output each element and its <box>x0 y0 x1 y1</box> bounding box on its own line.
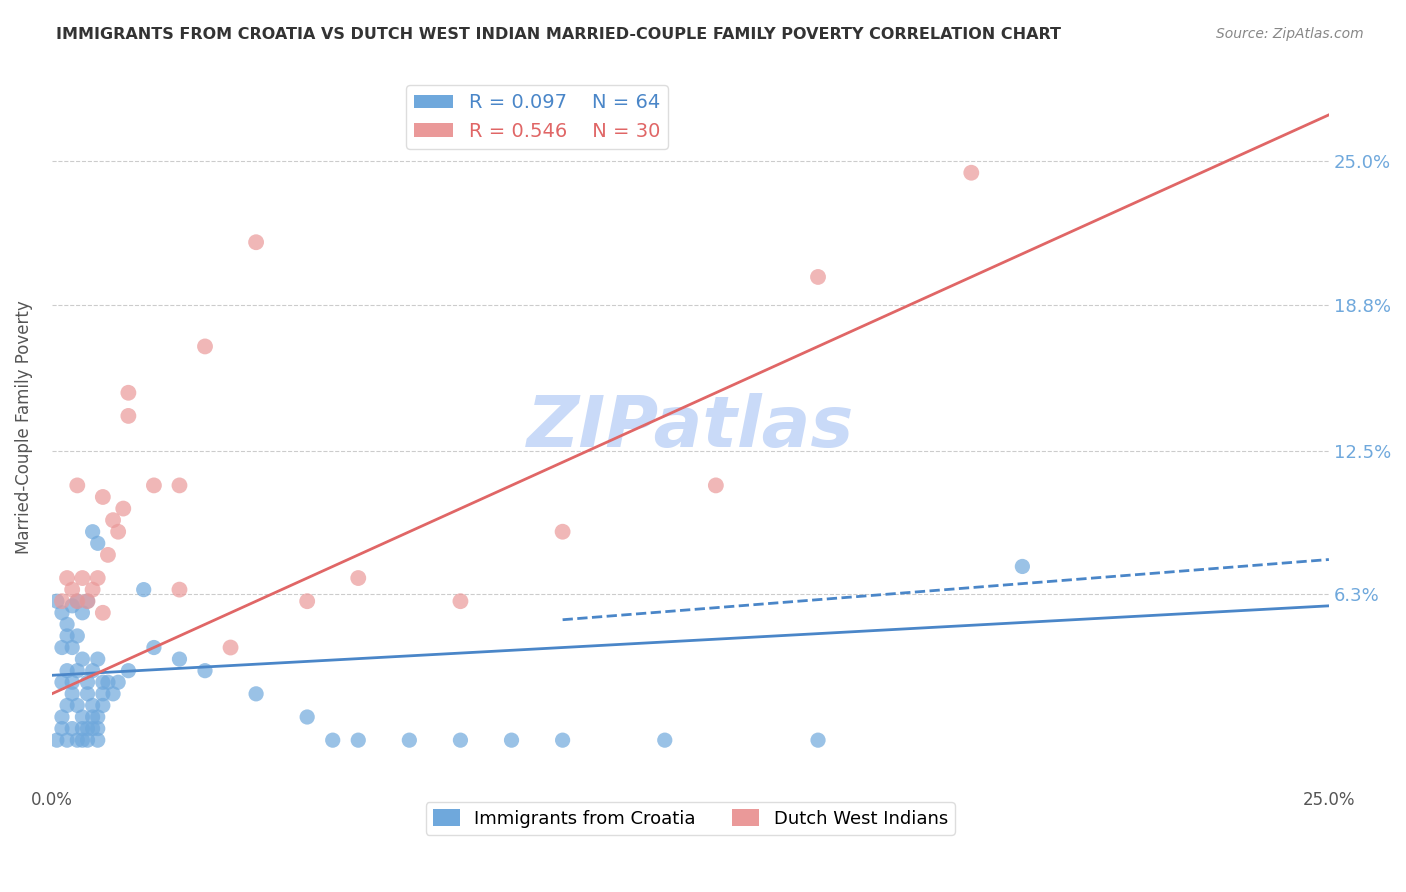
Point <box>194 339 217 353</box>
Point <box>704 478 727 492</box>
Point <box>169 478 191 492</box>
Point <box>51 675 73 690</box>
Point <box>82 524 104 539</box>
Point <box>76 722 98 736</box>
Point <box>807 733 830 747</box>
Point <box>91 490 114 504</box>
Point <box>245 687 267 701</box>
Point <box>45 594 67 608</box>
Point <box>107 524 129 539</box>
Point <box>97 675 120 690</box>
Point <box>76 594 98 608</box>
Point <box>60 722 83 736</box>
Point <box>101 513 124 527</box>
Point <box>82 582 104 597</box>
Text: IMMIGRANTS FROM CROATIA VS DUTCH WEST INDIAN MARRIED-COUPLE FAMILY POVERTY CORRE: IMMIGRANTS FROM CROATIA VS DUTCH WEST IN… <box>56 27 1062 42</box>
Point <box>107 675 129 690</box>
Point <box>551 733 574 747</box>
Point <box>51 594 73 608</box>
Point <box>72 606 94 620</box>
Point <box>72 652 94 666</box>
Point <box>56 733 79 747</box>
Point <box>142 640 165 655</box>
Point <box>66 698 89 713</box>
Point <box>322 733 344 747</box>
Point <box>66 629 89 643</box>
Point <box>654 733 676 747</box>
Point <box>87 571 110 585</box>
Point <box>60 582 83 597</box>
Point <box>245 235 267 250</box>
Point <box>112 501 135 516</box>
Y-axis label: Married-Couple Family Poverty: Married-Couple Family Poverty <box>15 301 32 554</box>
Point <box>76 733 98 747</box>
Point <box>66 733 89 747</box>
Point <box>82 722 104 736</box>
Point <box>501 733 523 747</box>
Point <box>117 409 139 423</box>
Point <box>91 606 114 620</box>
Point <box>117 385 139 400</box>
Point <box>56 629 79 643</box>
Point <box>295 594 318 608</box>
Point <box>91 675 114 690</box>
Point <box>398 733 420 747</box>
Point <box>551 524 574 539</box>
Point <box>72 571 94 585</box>
Point <box>87 652 110 666</box>
Legend: Immigrants from Croatia, Dutch West Indians: Immigrants from Croatia, Dutch West Indi… <box>426 802 955 835</box>
Point <box>169 652 191 666</box>
Point <box>72 710 94 724</box>
Point <box>56 617 79 632</box>
Point <box>101 687 124 701</box>
Point <box>56 698 79 713</box>
Point <box>295 710 318 724</box>
Text: ZIPatlas: ZIPatlas <box>527 393 853 462</box>
Point <box>97 548 120 562</box>
Point <box>51 710 73 724</box>
Point <box>76 594 98 608</box>
Point <box>87 733 110 747</box>
Point <box>76 675 98 690</box>
Point <box>87 722 110 736</box>
Point <box>60 675 83 690</box>
Point <box>117 664 139 678</box>
Point <box>72 722 94 736</box>
Point <box>194 664 217 678</box>
Text: Source: ZipAtlas.com: Source: ZipAtlas.com <box>1216 27 1364 41</box>
Point <box>51 606 73 620</box>
Point <box>87 710 110 724</box>
Point <box>60 640 83 655</box>
Point <box>60 687 83 701</box>
Point <box>66 594 89 608</box>
Point <box>142 478 165 492</box>
Point <box>132 582 155 597</box>
Point <box>82 698 104 713</box>
Point <box>960 166 983 180</box>
Point <box>56 571 79 585</box>
Point <box>91 698 114 713</box>
Point <box>807 269 830 284</box>
Point <box>76 687 98 701</box>
Point <box>87 536 110 550</box>
Point <box>45 733 67 747</box>
Point <box>219 640 242 655</box>
Point <box>169 582 191 597</box>
Point <box>51 640 73 655</box>
Point <box>51 722 73 736</box>
Point <box>66 664 89 678</box>
Point <box>449 733 471 747</box>
Point <box>82 664 104 678</box>
Point <box>347 733 370 747</box>
Point <box>66 478 89 492</box>
Point <box>72 733 94 747</box>
Point <box>60 599 83 613</box>
Point <box>66 594 89 608</box>
Point <box>56 664 79 678</box>
Point <box>449 594 471 608</box>
Point <box>82 710 104 724</box>
Point <box>347 571 370 585</box>
Point <box>1011 559 1033 574</box>
Point <box>91 687 114 701</box>
